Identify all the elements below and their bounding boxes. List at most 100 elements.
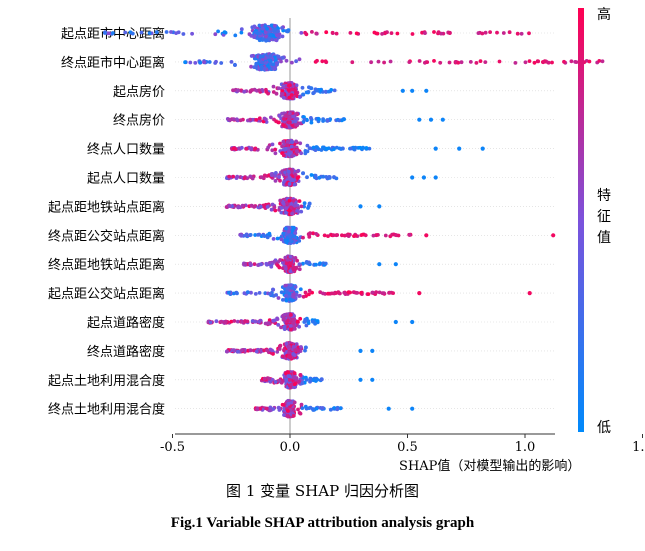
shap-point (273, 151, 278, 156)
shap-point (321, 174, 326, 179)
shap-point (319, 377, 324, 382)
shap-point (269, 115, 273, 120)
shap-point (307, 292, 311, 297)
shap-point (468, 60, 473, 64)
x-tick-label: 0.5 (397, 440, 418, 455)
shap-point (271, 84, 276, 89)
shap-point (424, 88, 429, 93)
shap-point (231, 146, 236, 151)
shap-point (291, 375, 296, 380)
shap-point (324, 146, 329, 151)
shap-point (304, 323, 309, 328)
shap-point (198, 60, 203, 65)
shap-point (287, 378, 292, 382)
shap-point (276, 263, 280, 268)
shap-point (400, 88, 405, 93)
shap-point (248, 117, 253, 122)
shap-point (358, 204, 363, 209)
shap-point (337, 118, 342, 123)
shap-point (139, 30, 144, 35)
shap-point (258, 406, 263, 411)
shap-point (222, 320, 227, 325)
shap-point (298, 95, 302, 99)
shap-point (280, 92, 285, 97)
shap-point (317, 117, 321, 122)
shap-point (259, 175, 264, 180)
shap-point (267, 376, 271, 381)
shap-point (286, 88, 291, 92)
shap-point (236, 205, 241, 210)
shap-point (253, 319, 258, 324)
shap-point (275, 33, 279, 38)
shap-point (183, 60, 188, 65)
colorbar-title-char: 征 (597, 209, 611, 225)
shap-point (287, 83, 291, 88)
shap-point (292, 182, 297, 187)
shap-point (275, 236, 280, 241)
shap-point (284, 58, 289, 63)
shap-point (298, 141, 303, 146)
shap-point (276, 29, 280, 34)
colorbar-high-label: 高 (597, 6, 611, 23)
shap-point (301, 171, 305, 176)
shap-point (334, 31, 339, 36)
colorbar-low-label: 低 (597, 420, 611, 436)
shap-point (287, 229, 291, 234)
shap-point (240, 348, 244, 353)
feature-label: 起点房价 (113, 84, 165, 100)
shap-point (303, 404, 308, 409)
shap-point (281, 139, 286, 144)
shap-point (277, 378, 282, 383)
shap-point (301, 261, 305, 266)
shap-point (370, 348, 375, 353)
shap-point (388, 59, 393, 64)
shap-point (260, 88, 264, 92)
feature-label: 起点土地利用混合度 (48, 373, 165, 389)
shap-point (103, 31, 107, 35)
shap-point (284, 377, 289, 382)
shap-point (288, 269, 293, 274)
shap-point (387, 290, 392, 295)
shap-point (291, 413, 296, 418)
shap-point (338, 406, 343, 411)
shap-point (252, 24, 257, 29)
shap-point (280, 88, 285, 93)
feature-label: 终点房价 (113, 113, 165, 129)
shap-point (254, 30, 259, 35)
shap-point (332, 88, 337, 93)
shap-point (513, 61, 518, 65)
shap-point (271, 287, 275, 292)
shap-point (366, 292, 371, 296)
shap-point (269, 172, 274, 176)
shap-point (242, 89, 247, 94)
shap-point (250, 88, 255, 92)
shap-point (277, 347, 282, 351)
shap-point (536, 59, 541, 64)
shap-point (242, 176, 247, 181)
shap-point (267, 261, 272, 265)
shap-point (459, 60, 464, 65)
shap-point (474, 61, 479, 65)
shap-point (164, 30, 169, 34)
shap-point (243, 319, 248, 323)
shap-point (239, 27, 244, 32)
shap-point (294, 122, 299, 127)
feature-label: 起点距地铁站点距离 (48, 199, 165, 215)
shap-point (301, 235, 305, 240)
shap-point (374, 290, 379, 295)
shap-point (550, 60, 554, 65)
feature-label: 终点人口数量 (87, 142, 165, 158)
shap-point (376, 59, 381, 64)
shap-point (587, 59, 592, 64)
shap-point (295, 169, 300, 174)
shap-point (260, 26, 265, 31)
shap-point (289, 411, 294, 415)
shap-point (249, 290, 253, 295)
shap-point (294, 83, 299, 88)
shap-point (289, 201, 293, 206)
shap-point (476, 31, 481, 35)
shap-point (238, 118, 243, 123)
shap-point (342, 290, 347, 295)
shap-point (335, 233, 340, 237)
shap-point (258, 205, 263, 209)
